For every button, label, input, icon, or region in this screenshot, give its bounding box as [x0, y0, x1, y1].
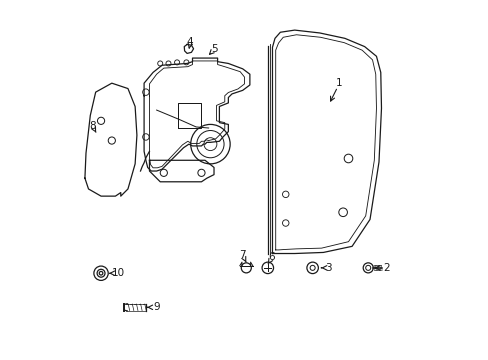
Text: 3: 3 — [325, 263, 331, 273]
Text: 1: 1 — [336, 78, 342, 88]
Text: 7: 7 — [239, 250, 245, 260]
Text: 2: 2 — [382, 263, 388, 273]
Text: 8: 8 — [89, 121, 96, 131]
Text: 4: 4 — [186, 37, 193, 47]
Text: 9: 9 — [153, 302, 160, 312]
Text: 5: 5 — [210, 44, 217, 54]
Text: 6: 6 — [267, 252, 274, 262]
Text: 10: 10 — [111, 268, 124, 278]
